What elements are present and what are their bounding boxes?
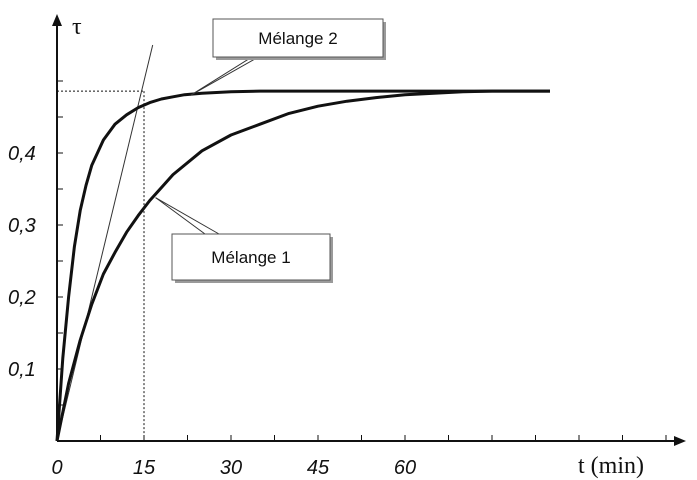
y-tick-label: 0,4	[8, 143, 36, 165]
reference-lines	[57, 90, 145, 441]
y-ticks: 0,1 0,2 0,3 0,4	[8, 80, 63, 406]
y-axis-arrow	[52, 14, 62, 26]
x-tick-label: 60	[394, 457, 416, 479]
callout-melange-2-label: Mélange 2	[258, 29, 337, 48]
x-axis-title: t (min)	[578, 453, 644, 479]
x-tick-label: 15	[133, 457, 156, 479]
plot-area: τ t (min) 0 15 30 45 60 0,1 0,2 0,3 0,4 Mélange…	[8, 14, 686, 479]
callout-melange-1-leader	[155, 197, 206, 235]
callout-melange-1-label: Mélange 1	[211, 248, 290, 267]
y-tick-label: 0,2	[8, 287, 36, 309]
y-tick-label: 0,1	[8, 359, 36, 381]
x-tick-label: 30	[220, 457, 242, 479]
callout-melange-2-leader	[190, 54, 256, 96]
x-tick-label: 45	[307, 457, 330, 479]
x-ticks: 0 15 30 45 60	[51, 435, 667, 479]
tangent-line	[56, 44, 154, 442]
callouts: Mélange 2 Mélange 1	[155, 18, 386, 283]
x-axis-arrow	[674, 436, 686, 446]
callout-melange-1-leader-2	[155, 197, 220, 235]
series-line-2	[55, 89, 550, 442]
series-line-1	[55, 89, 550, 442]
callout-melange-1-box	[171, 233, 331, 281]
series-layer	[55, 44, 550, 442]
y-tick-label: 0,3	[8, 215, 36, 237]
y-axis-title: τ	[72, 14, 82, 40]
callout-melange-2-box	[212, 18, 384, 58]
x-tick-label: 0	[51, 457, 62, 479]
